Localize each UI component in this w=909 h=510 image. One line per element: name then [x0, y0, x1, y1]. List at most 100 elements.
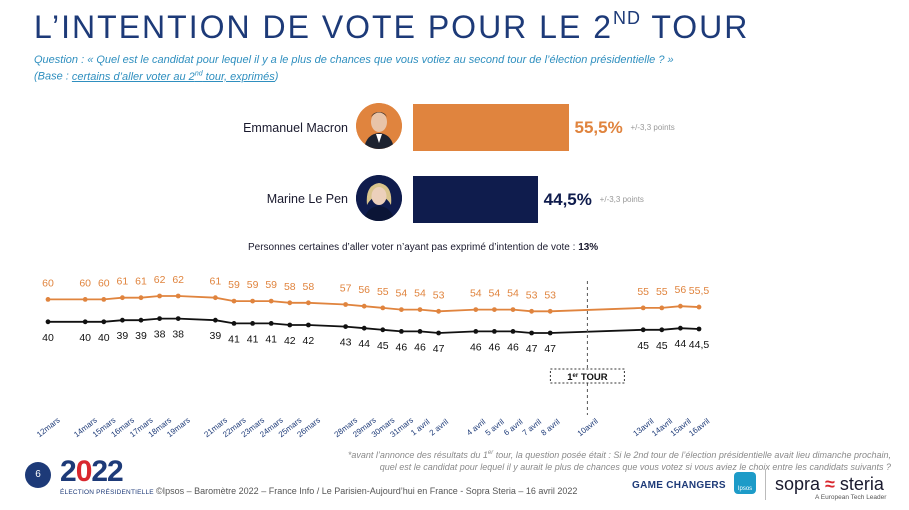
data-label-macron: 60	[98, 277, 110, 289]
bar-le-pen	[413, 176, 538, 223]
data-point-le-pen	[640, 327, 646, 333]
data-point-le-pen	[231, 321, 237, 326]
data-point-macron	[510, 307, 516, 312]
data-point-macron	[436, 308, 441, 314]
data-point-le-pen	[213, 317, 218, 323]
data-label-macron: 54	[414, 288, 426, 300]
data-point-le-pen	[399, 329, 404, 334]
data-point-le-pen	[101, 319, 107, 325]
x-tick-label: 8 avril	[539, 417, 562, 437]
x-tick-label: 2 avril	[428, 417, 451, 437]
data-label-le-pen: 41	[247, 333, 259, 345]
data-point-le-pen	[678, 325, 683, 331]
data-point-le-pen	[82, 319, 88, 325]
data-label-le-pen: 47	[544, 343, 556, 355]
question-line: Question : « Quel est le candidat pour l…	[34, 54, 674, 66]
data-label-le-pen: 46	[470, 341, 482, 353]
series-line-le-pen	[48, 317, 700, 334]
data-label-le-pen: 44	[675, 338, 687, 350]
bar-value-le-pen: 44,5%	[543, 190, 592, 209]
data-point-macron	[696, 304, 702, 310]
data-point-le-pen	[343, 324, 348, 329]
data-point-macron	[417, 307, 423, 312]
data-label-macron: 53	[433, 289, 445, 301]
data-label-le-pen: 46	[489, 341, 501, 353]
data-label-le-pen: 44	[358, 338, 370, 350]
data-label-macron: 57	[340, 283, 352, 295]
data-label-macron: 55	[377, 286, 389, 298]
data-point-le-pen	[287, 322, 293, 328]
data-label-le-pen: 39	[210, 330, 222, 342]
data-point-macron	[45, 297, 51, 302]
data-label-le-pen: 39	[117, 330, 129, 342]
footer-divider	[765, 470, 766, 500]
data-point-macron	[231, 298, 237, 304]
data-label-macron: 59	[247, 279, 259, 291]
data-label-le-pen: 39	[135, 330, 147, 342]
data-label-le-pen: 42	[303, 335, 315, 347]
x-tick-label: 10avril	[576, 416, 600, 438]
data-label-le-pen: 40	[42, 332, 54, 344]
data-label-macron: 54	[507, 288, 519, 300]
x-tick-label: 16avril	[687, 416, 711, 438]
data-point-le-pen	[547, 330, 553, 336]
data-label-le-pen: 46	[414, 341, 426, 353]
x-tick-label: 7 avril	[521, 417, 544, 437]
data-point-macron	[157, 293, 163, 299]
data-point-le-pen	[436, 330, 441, 336]
data-point-macron	[529, 308, 534, 314]
data-point-macron	[138, 295, 144, 301]
data-point-le-pen	[138, 317, 144, 323]
data-point-le-pen	[417, 329, 423, 334]
question-base: (Base : certains d’aller voter au 2nd to…	[34, 70, 279, 83]
question-text: Question : « Quel est le candidat pour l…	[34, 53, 674, 84]
footnote: *avant l’annonce des résultats du 1er to…	[347, 450, 891, 472]
data-label-macron: 59	[228, 279, 240, 291]
sopra-steria-logo: sopra ≈ steria	[775, 474, 884, 494]
data-point-le-pen	[45, 319, 51, 325]
data-point-macron	[492, 307, 497, 312]
data-point-macron	[659, 305, 665, 311]
data-label-le-pen: 45	[656, 340, 668, 352]
data-label-le-pen: 38	[172, 329, 184, 341]
data-point-le-pen	[120, 317, 125, 323]
data-label-macron: 54	[396, 288, 408, 300]
data-label-macron: 61	[117, 276, 129, 288]
data-label-le-pen: 46	[396, 341, 408, 353]
data-label-le-pen: 47	[433, 343, 445, 355]
candidate-name-macron: Emmanuel Macron	[243, 121, 348, 135]
data-point-macron	[120, 295, 125, 301]
data-point-macron	[101, 297, 107, 302]
data-label-macron: 60	[79, 277, 91, 289]
data-point-le-pen	[175, 316, 181, 321]
x-tick-label: 12mars	[35, 416, 62, 440]
data-label-macron: 56	[358, 284, 370, 296]
election-logo-subtitle: ÉLECTION PRÉSIDENTIELLE	[60, 489, 154, 496]
data-point-le-pen	[659, 327, 665, 333]
bar-macron	[413, 104, 569, 151]
data-label-macron: 61	[135, 276, 147, 288]
data-label-le-pen: 45	[377, 340, 389, 352]
election-2022-logo: 2022	[60, 455, 124, 488]
data-point-le-pen	[361, 325, 367, 331]
x-tick-label: 5 avril	[484, 417, 507, 437]
trend-line-chart: 60 60 60 61 61 62 62 61 59 59 59 58 58 57 56 55 54 54 53 54…	[35, 274, 712, 440]
first-round-box	[549, 368, 625, 384]
data-label-le-pen: 42	[284, 335, 296, 347]
data-point-macron	[82, 297, 88, 302]
candidate-photo-le-pen	[356, 175, 402, 221]
data-label-macron: 54	[470, 288, 482, 300]
data-point-le-pen	[473, 329, 479, 334]
data-point-le-pen	[268, 321, 274, 326]
ipsos-logo: Ipsos	[734, 472, 756, 494]
data-label-macron: 53	[526, 289, 538, 301]
data-label-macron: 53	[544, 289, 556, 301]
data-point-macron	[268, 298, 274, 304]
data-label-macron: 54	[489, 288, 501, 300]
data-label-macron: 62	[172, 274, 184, 286]
candidate-photo-macron	[356, 103, 402, 149]
data-point-macron	[678, 303, 683, 309]
data-point-macron	[399, 307, 404, 312]
data-label-le-pen: 40	[98, 332, 110, 344]
margin-note-le-pen: +/-3,3 points	[599, 195, 644, 204]
